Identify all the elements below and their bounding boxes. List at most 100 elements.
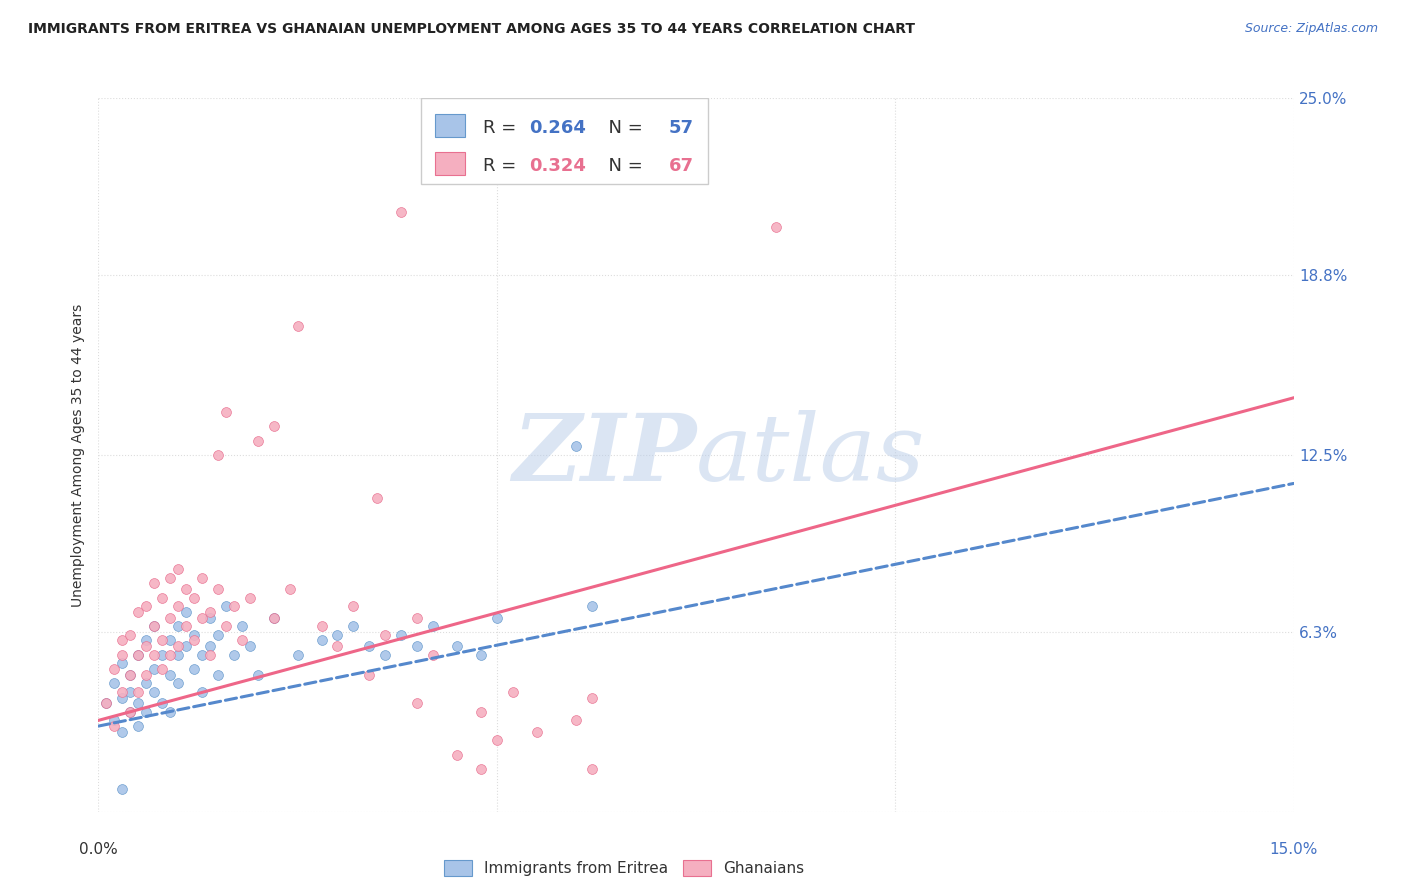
Point — [150, 591, 173, 605]
Point — [150, 662, 173, 676]
Point — [127, 648, 149, 662]
Text: R =: R = — [484, 120, 522, 137]
Point — [389, 628, 412, 642]
Point — [406, 696, 429, 710]
Point — [174, 605, 197, 619]
Point — [111, 685, 134, 699]
Point — [150, 648, 173, 662]
Point — [198, 648, 221, 662]
Point — [565, 439, 588, 453]
Point — [215, 619, 238, 633]
Point — [222, 599, 245, 614]
Point — [191, 648, 214, 662]
Text: ZIP: ZIP — [512, 410, 696, 500]
Point — [167, 648, 190, 662]
Point — [207, 448, 229, 462]
Point — [278, 582, 301, 596]
Point — [422, 648, 444, 662]
Point — [374, 648, 396, 662]
Point — [326, 628, 349, 642]
Text: N =: N = — [596, 120, 648, 137]
Point — [231, 619, 253, 633]
Point — [366, 491, 388, 505]
Point — [96, 696, 118, 710]
Point — [183, 628, 205, 642]
FancyBboxPatch shape — [436, 114, 465, 137]
Point — [127, 719, 149, 733]
Point — [174, 639, 197, 653]
Point — [215, 405, 238, 419]
Point — [198, 610, 221, 624]
Point — [159, 633, 181, 648]
Point — [287, 319, 309, 334]
Text: R =: R = — [484, 157, 522, 175]
Point — [143, 685, 166, 699]
Text: 0.324: 0.324 — [529, 157, 585, 175]
Point — [103, 676, 125, 690]
Point — [111, 781, 134, 796]
Point — [765, 219, 787, 234]
Point — [127, 648, 149, 662]
Point — [231, 633, 253, 648]
Point — [120, 705, 142, 719]
Point — [111, 690, 134, 705]
Point — [111, 648, 134, 662]
Point — [143, 662, 166, 676]
Point — [135, 667, 157, 681]
Point — [485, 610, 508, 624]
Point — [127, 696, 149, 710]
Point — [127, 605, 149, 619]
Point — [191, 571, 214, 585]
Point — [111, 657, 134, 671]
Point — [470, 648, 492, 662]
Text: 57: 57 — [668, 120, 693, 137]
Point — [167, 639, 190, 653]
Point — [311, 619, 333, 633]
Point — [470, 705, 492, 719]
Point — [120, 705, 142, 719]
Point — [159, 571, 181, 585]
Point — [565, 714, 588, 728]
Point — [389, 205, 412, 219]
Point — [263, 610, 285, 624]
Point — [120, 667, 142, 681]
Point — [135, 705, 157, 719]
Legend: Immigrants from Eritrea, Ghanaians: Immigrants from Eritrea, Ghanaians — [439, 855, 810, 882]
Point — [502, 685, 524, 699]
Point — [287, 648, 309, 662]
Point — [263, 419, 285, 434]
Point — [103, 714, 125, 728]
Point — [215, 599, 238, 614]
Point — [246, 667, 269, 681]
Point — [207, 628, 229, 642]
Point — [174, 619, 197, 633]
Point — [111, 724, 134, 739]
Point — [159, 667, 181, 681]
Text: 0.0%: 0.0% — [79, 842, 118, 857]
Point — [159, 648, 181, 662]
Point — [446, 639, 468, 653]
Text: Source: ZipAtlas.com: Source: ZipAtlas.com — [1244, 22, 1378, 36]
Point — [120, 685, 142, 699]
Point — [183, 591, 205, 605]
Point — [127, 685, 149, 699]
Text: 0.264: 0.264 — [529, 120, 585, 137]
Point — [191, 685, 214, 699]
Point — [143, 576, 166, 591]
Point — [222, 648, 245, 662]
Point — [359, 667, 381, 681]
Point — [150, 633, 173, 648]
Point — [246, 434, 269, 448]
Text: 67: 67 — [668, 157, 693, 175]
Point — [581, 762, 603, 776]
Text: N =: N = — [596, 157, 648, 175]
Point — [581, 599, 603, 614]
Point — [159, 610, 181, 624]
Point — [135, 633, 157, 648]
Point — [120, 667, 142, 681]
Point — [207, 667, 229, 681]
Point — [422, 619, 444, 633]
Point — [174, 582, 197, 596]
Point — [120, 628, 142, 642]
Y-axis label: Unemployment Among Ages 35 to 44 years: Unemployment Among Ages 35 to 44 years — [70, 303, 84, 607]
